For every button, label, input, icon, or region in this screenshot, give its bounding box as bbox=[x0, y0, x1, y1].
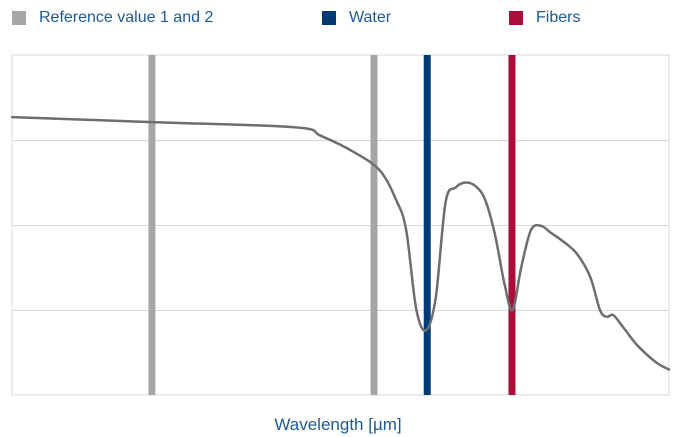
legend-label-water: Water bbox=[349, 9, 392, 26]
legend-swatch-water bbox=[322, 11, 336, 25]
legend-swatch-fibers bbox=[509, 11, 523, 25]
legend-label-reference: Reference value 1 and 2 bbox=[39, 9, 214, 26]
legend-item-fibers: Fibers bbox=[509, 9, 580, 27]
legend-item-water: Water bbox=[322, 9, 391, 27]
legend-label-fibers: Fibers bbox=[536, 9, 581, 26]
legend: Reference value 1 and 2 Water Fibers bbox=[0, 9, 676, 33]
spectrum-curve bbox=[10, 115, 671, 371]
legend-swatch-reference bbox=[12, 11, 26, 25]
legend-item-reference: Reference value 1 and 2 bbox=[12, 9, 213, 27]
x-axis-label: Wavelength [µm] bbox=[274, 415, 402, 434]
